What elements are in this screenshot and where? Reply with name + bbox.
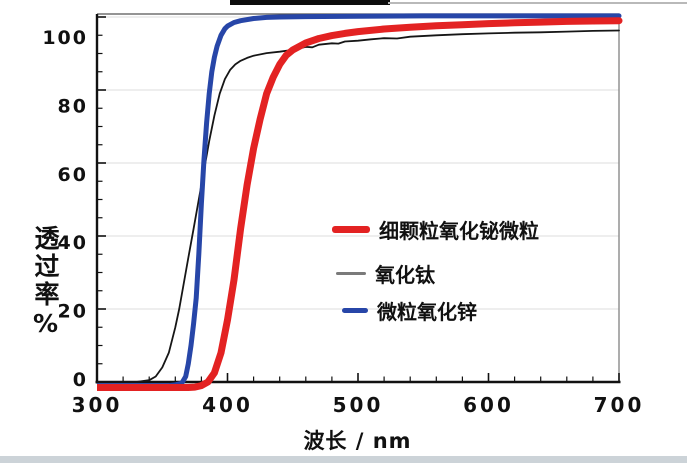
top-frame-line (388, 2, 687, 4)
legend: 细颗粒氧化铋微粒 氧化钛 微粒氧化锌 (330, 214, 539, 325)
y-tick-label: 60 (58, 164, 88, 186)
top-border-artifact (230, 0, 390, 5)
y-axis-title: 透过率% (31, 225, 60, 341)
x-axis-title: 波长 / nm (303, 429, 412, 453)
legend-item-bismuth-oxide: 细颗粒氧化铋微粒 (330, 214, 539, 244)
blue-line-swatch-icon (342, 307, 368, 313)
x-tick-label: 600 (463, 393, 514, 417)
legend-item-titanium-oxide: 氧化钛 (330, 258, 539, 288)
y-tick-label: 80 (58, 95, 88, 117)
legend-label-zinc-oxide: 微粒氧化锌 (377, 299, 477, 324)
red-line-swatch-icon (332, 225, 370, 233)
bottom-strip (0, 456, 687, 463)
x-tick-label: 300 (72, 393, 123, 417)
curve-bismuth-oxide (97, 17, 623, 391)
x-tick-label: 700 (594, 393, 645, 417)
curve-titanium-oxide (97, 29, 620, 383)
y-tick-label: 20 (58, 301, 88, 323)
x-tick-label: 500 (333, 393, 384, 417)
y-tick-label: 100 (42, 27, 88, 49)
legend-item-zinc-oxide: 微粒氧化锌 (330, 295, 539, 325)
gray-line-swatch-icon (336, 271, 366, 275)
y-tick-label: 40 (58, 232, 88, 254)
legend-label-bismuth-oxide: 细颗粒氧化铋微粒 (379, 218, 539, 243)
legend-label-titanium-oxide: 氧化钛 (375, 262, 435, 287)
curve-zinc-oxide (97, 13, 622, 389)
y-tick-label: 0 (73, 369, 88, 391)
x-tick-label: 400 (202, 393, 253, 417)
